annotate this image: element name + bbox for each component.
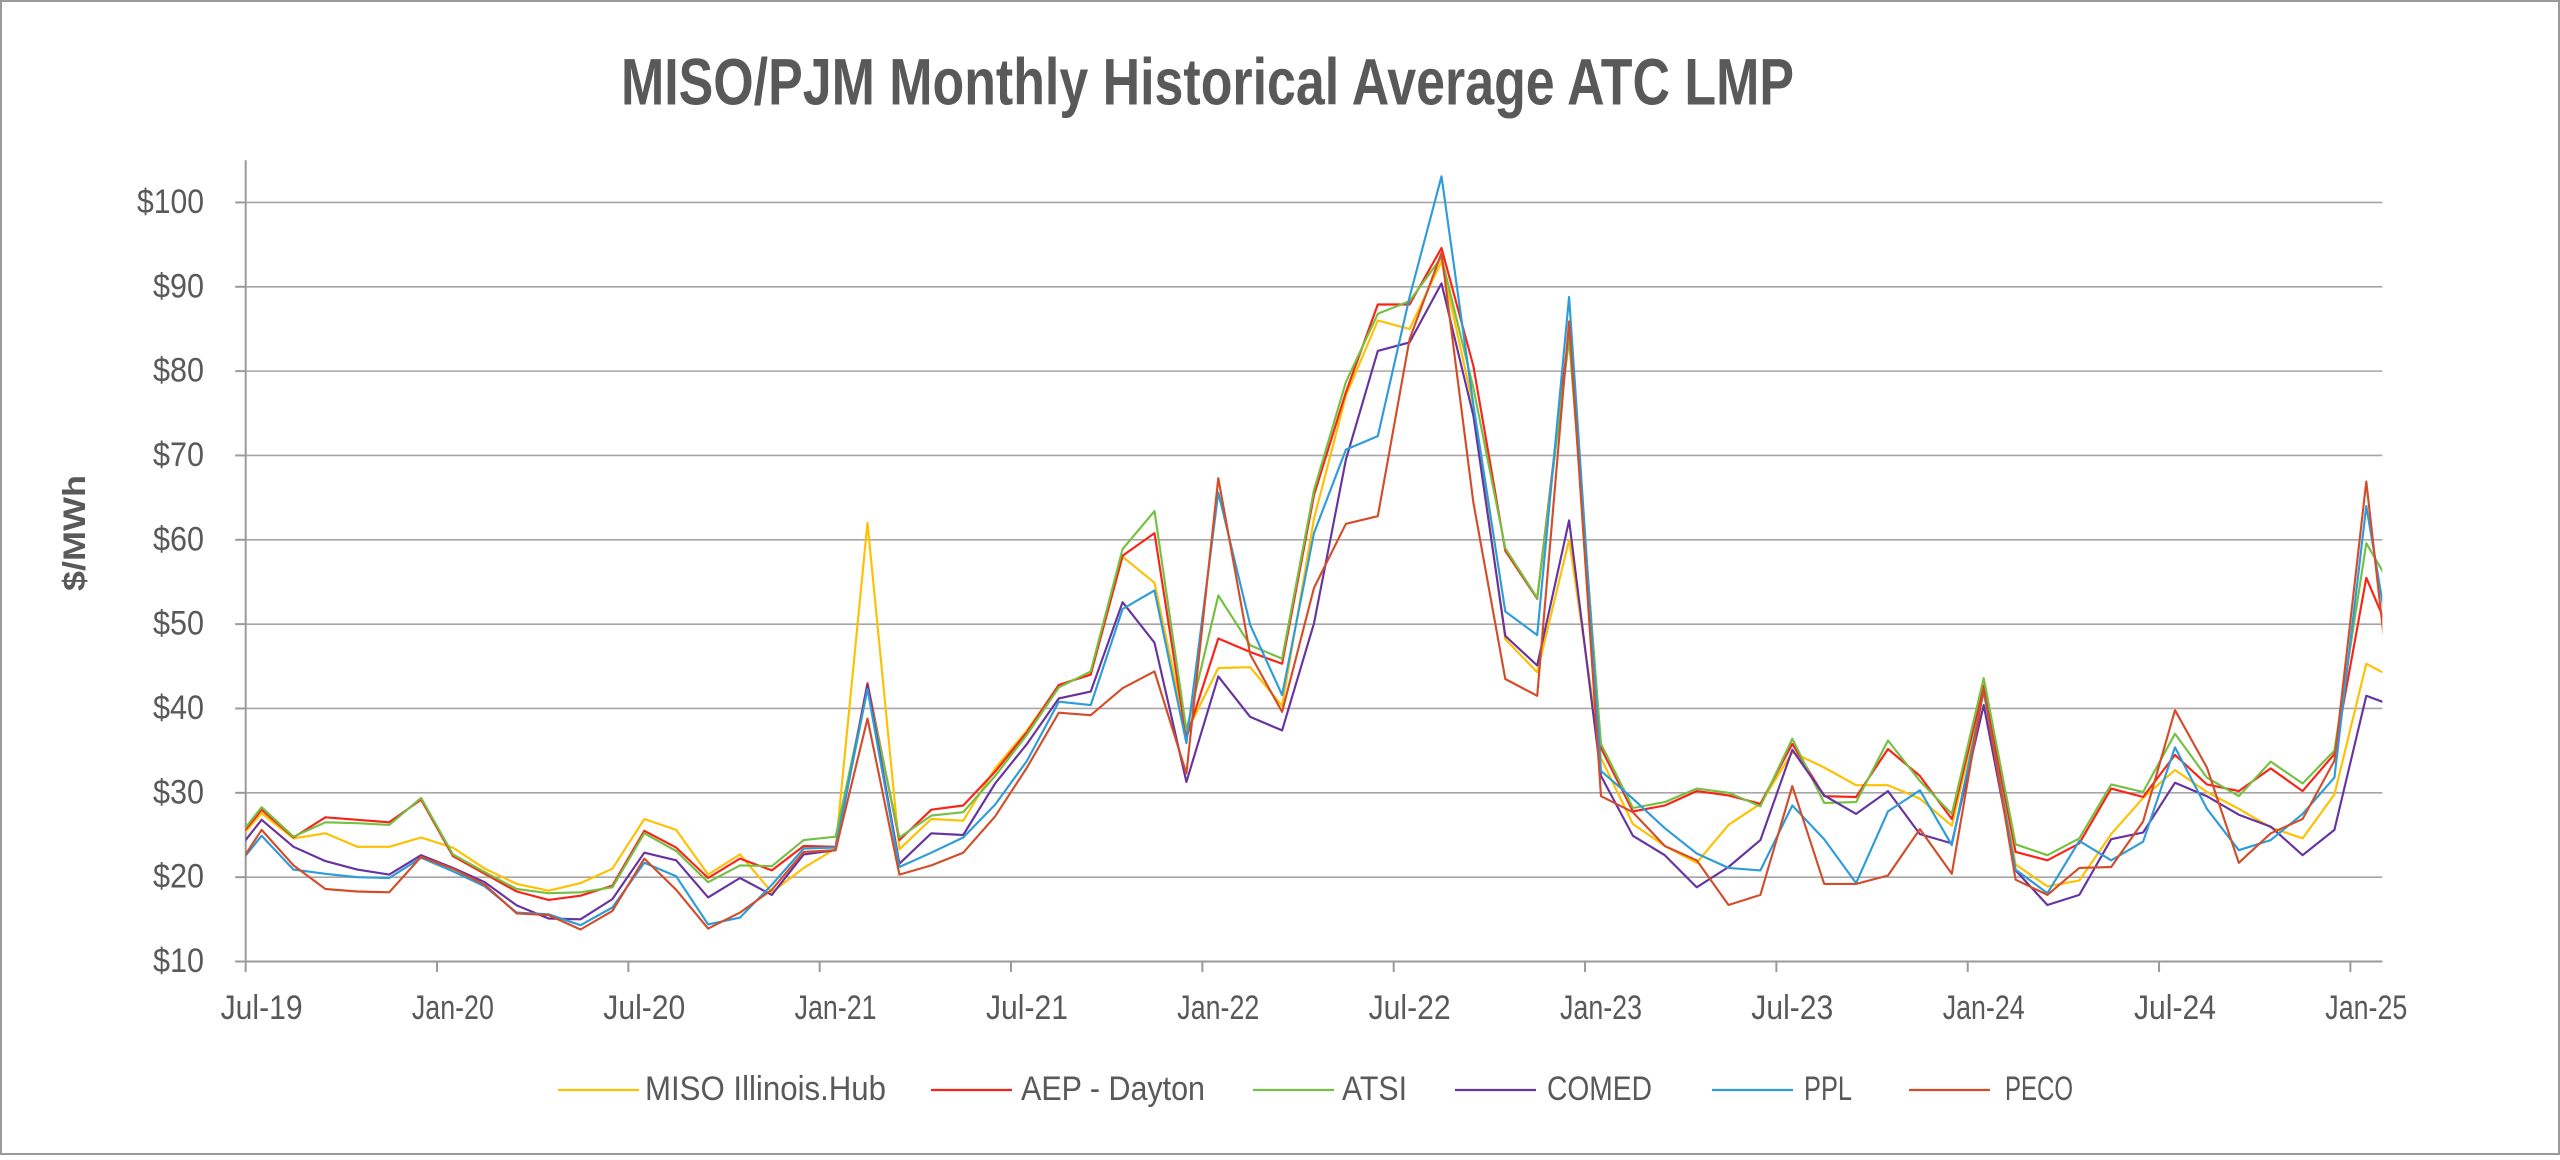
svg-text:AEP - Dayton: AEP - Dayton [1021,1070,1205,1108]
svg-text:$10: $10 [153,942,204,980]
svg-text:COMED: COMED [1547,1070,1652,1108]
svg-text:$60: $60 [153,520,204,558]
svg-text:Jan-23: Jan-23 [1560,989,1642,1027]
svg-text:$30: $30 [153,773,204,811]
svg-text:Jan-21: Jan-21 [795,989,877,1027]
svg-text:$40: $40 [153,689,204,727]
svg-text:Jul-21: Jul-21 [986,989,1068,1027]
svg-text:Jul-22: Jul-22 [1369,989,1451,1027]
svg-text:$50: $50 [153,605,204,643]
svg-text:$20: $20 [153,858,204,896]
svg-text:Jul-19: Jul-19 [221,989,303,1027]
svg-text:PECO: PECO [2005,1070,2073,1108]
svg-text:Jan-24: Jan-24 [1943,989,2025,1027]
svg-text:Jul-24: Jul-24 [2134,989,2216,1027]
svg-text:Jul-20: Jul-20 [603,989,685,1027]
svg-text:MISO/PJM Monthly Historical Av: MISO/PJM Monthly Historical Average ATC … [621,45,1794,119]
svg-text:Jan-20: Jan-20 [412,989,494,1027]
svg-text:Jan-25: Jan-25 [2325,989,2407,1027]
svg-text:PPL: PPL [1804,1070,1852,1108]
svg-text:ATSI: ATSI [1342,1070,1407,1108]
svg-text:$70: $70 [153,436,204,474]
svg-text:MISO Illinois.Hub: MISO Illinois.Hub [645,1070,886,1108]
svg-text:Jul-23: Jul-23 [1751,989,1833,1027]
svg-text:$80: $80 [153,352,204,390]
svg-text:$/MWh: $/MWh [56,475,92,591]
svg-text:$90: $90 [153,267,204,305]
svg-text:$100: $100 [137,183,204,221]
svg-text:Jan-22: Jan-22 [1177,989,1259,1027]
